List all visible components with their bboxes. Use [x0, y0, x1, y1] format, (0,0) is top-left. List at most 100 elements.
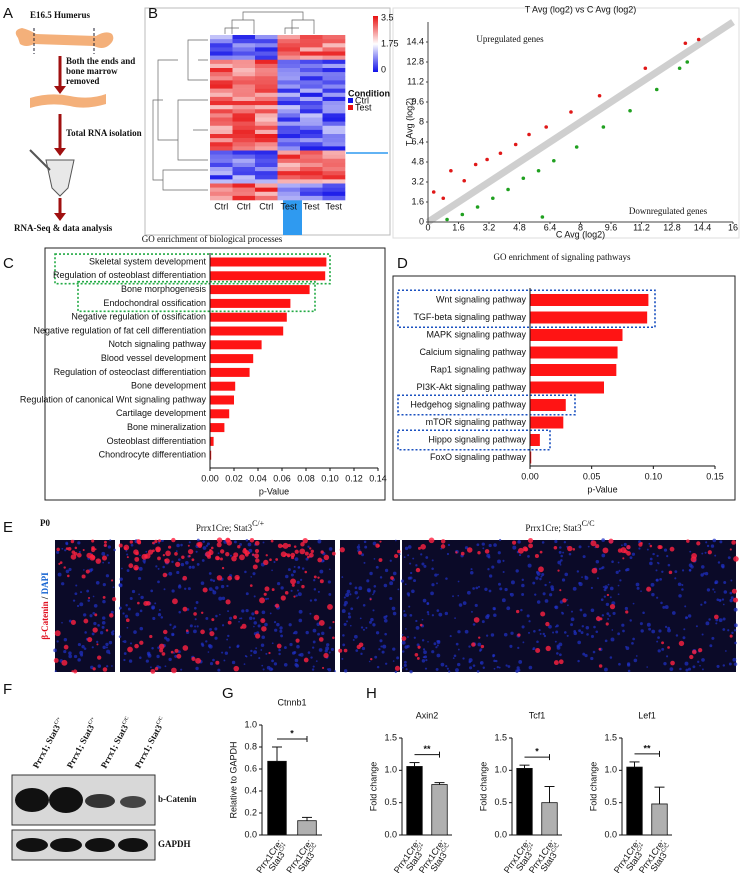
dapi-speck — [521, 578, 524, 582]
dapi-speck — [145, 659, 149, 663]
heatmap-cell — [232, 150, 256, 155]
dapi-speck — [606, 612, 610, 616]
bone-shaft — [30, 94, 106, 108]
heatmap-cell — [255, 167, 278, 172]
panel-label: H — [366, 685, 377, 702]
catenin-speck — [309, 547, 312, 550]
point — [449, 168, 453, 173]
dapi-speck — [472, 664, 476, 667]
dapi-speck — [403, 556, 406, 559]
catenin-speck — [264, 586, 270, 592]
heatmap-cell — [322, 150, 346, 155]
band — [49, 787, 83, 813]
catenin-speck — [419, 623, 423, 627]
dapi-speck — [97, 624, 100, 627]
dapi-speck — [355, 649, 359, 652]
dapi-speck — [517, 646, 520, 650]
dapi-speck — [287, 568, 291, 572]
dapi-speck — [184, 587, 187, 590]
heatmap-cell — [232, 121, 256, 127]
catenin-speck — [255, 558, 260, 563]
catenin-speck — [96, 643, 99, 646]
catenin-speck — [162, 554, 166, 557]
dapi-speck — [250, 654, 253, 657]
catenin-speck — [595, 616, 601, 622]
stain-label: β-Catenin / DAPI — [40, 572, 50, 640]
catenin-speck — [216, 537, 223, 543]
dapi-speck — [603, 595, 606, 598]
catenin-speck — [127, 646, 133, 653]
dapi-speck — [247, 542, 252, 547]
dapi-speck — [214, 627, 218, 631]
heatmap-cell — [300, 134, 323, 139]
dapi-speck — [350, 607, 354, 611]
dapi-speck — [174, 654, 178, 658]
catenin-speck — [187, 548, 194, 555]
dapi-speck — [666, 555, 669, 558]
dapi-speck — [209, 627, 212, 631]
heatmap-cell — [210, 183, 233, 188]
heatmap-cell — [277, 72, 301, 77]
catenin-speck — [73, 551, 78, 556]
y-axis-label: Fold change — [478, 762, 488, 812]
heatmap-cell — [255, 92, 278, 98]
heatmap-cell — [322, 92, 346, 98]
dapi-speck — [563, 541, 567, 544]
y-tick-label: 14.4 — [406, 36, 424, 46]
dapi-speck — [718, 598, 722, 602]
dapi-speck — [307, 545, 310, 548]
chart-title: T Avg (log2) vs C Avg (log2) — [525, 4, 637, 14]
dapi-speck — [218, 596, 223, 601]
bar — [210, 450, 212, 460]
dapi-speck — [157, 580, 160, 584]
dapi-speck — [105, 642, 109, 647]
dapi-speck — [396, 656, 400, 660]
bar — [210, 257, 327, 267]
dapi-speck — [125, 549, 128, 552]
step-label: bone marrow — [66, 66, 118, 76]
catenin-speck — [731, 540, 736, 545]
dapi-speck — [212, 658, 215, 662]
dapi-speck — [438, 612, 443, 617]
dapi-speck — [296, 589, 300, 592]
dapi-speck — [288, 623, 292, 627]
bar — [530, 346, 618, 359]
dapi-speck — [555, 630, 559, 634]
heatmap-cell — [210, 35, 233, 40]
dapi-speck — [84, 631, 87, 634]
catenin-speck — [670, 660, 675, 666]
dapi-speck — [617, 632, 621, 636]
dapi-speck — [586, 633, 589, 636]
catenin-speck — [135, 551, 139, 556]
tube — [45, 159, 75, 197]
dapi-speck — [727, 556, 731, 560]
heatmap-cell — [210, 55, 233, 61]
dapi-speck — [688, 568, 692, 572]
catenin-speck — [215, 660, 220, 665]
catenin-speck — [729, 548, 732, 551]
dapi-speck — [75, 584, 78, 587]
catenin-speck — [268, 651, 271, 655]
heatmap-cell — [277, 129, 301, 135]
y-tick-label: 1.0 — [494, 765, 507, 775]
dapi-speck — [318, 648, 323, 652]
lane-label: Prrx1; Stat3C/+ — [65, 716, 100, 770]
x-axis-label: p-Value — [587, 484, 617, 494]
y-axis-label: Fold change — [368, 762, 378, 812]
catenin-speck — [291, 583, 295, 587]
catenin-speck — [182, 645, 189, 651]
dapi-speck — [305, 630, 309, 635]
dapi-speck — [341, 657, 344, 660]
dapi-speck — [262, 668, 265, 671]
dapi-speck — [687, 667, 692, 671]
catenin-speck — [318, 637, 324, 642]
catenin-speck — [182, 606, 188, 612]
heatmap-cell — [255, 55, 278, 61]
dapi-speck — [488, 574, 493, 578]
catenin-speck — [599, 617, 603, 621]
dapi-speck — [124, 614, 129, 618]
dapi-speck — [434, 573, 438, 577]
dapi-speck — [219, 613, 221, 616]
dapi-speck — [342, 643, 346, 647]
dapi-speck — [125, 604, 128, 607]
